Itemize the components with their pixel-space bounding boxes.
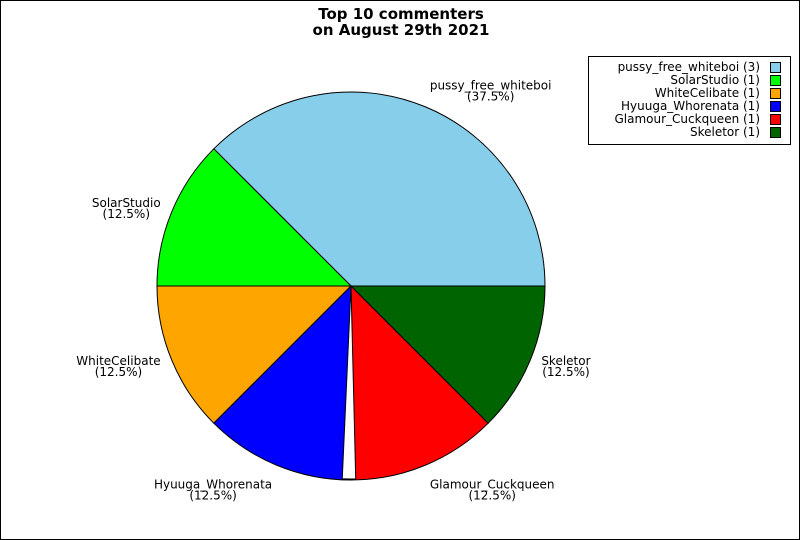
legend-swatch [770,127,781,138]
pie-slice [213,284,352,481]
legend-swatch [770,88,781,99]
chart-title-line-2: on August 29th 2021 [312,21,490,39]
pie-slice [156,285,353,424]
legend-item: Glamour_Cuckqueen (1) [589,113,790,126]
legend-item: WhiteCelibate (1) [589,87,790,100]
legend-label: Glamour_Cuckqueen (1) [614,112,761,126]
slice-label-name: WhiteCelibate [76,354,160,368]
legend-item: pussy_free_whiteboi (3) [589,61,790,74]
legend-label: WhiteCelibate (1) [654,86,760,100]
legend-label: Hyuuga_Whorenata (1) [620,99,760,113]
pie-slice [156,148,353,287]
slice-label-percent: (12.5%) [103,207,150,221]
pie-gap [341,285,357,480]
pie-slice [350,284,489,481]
legend-swatch [770,114,781,125]
slice-label-name: Glamour_Cuckqueen [430,477,555,491]
legend-item: Skeletor (1) [589,126,790,139]
pie-slice [213,91,546,287]
slice-label: pussy_free_whiteboi (37.5%) [430,79,552,104]
legend-item: SolarStudio (1) [589,74,790,87]
slice-label: Hyuuga_Whorenata (12.5%) [154,477,272,502]
legend-swatch [770,62,781,73]
slice-label: WhiteCelibate (12.5%) [76,354,160,379]
slice-label-name: Skeletor [541,354,590,368]
slice-label-name: SolarStudio [92,196,161,210]
slice-label-name: pussy_free_whiteboi [430,79,552,93]
slice-label-name: Hyuuga_Whorenata [154,477,272,491]
slice-label-percent: (12.5%) [542,365,589,379]
slice-label-percent: (12.5%) [95,365,142,379]
pie-slice [349,285,546,424]
slice-label-percent: (12.5%) [468,488,515,502]
legend: pussy_free_whiteboi (3) SolarStudio (1) … [588,56,791,145]
slice-label: Skeletor (12.5%) [541,354,590,379]
slice-label-percent: (37.5%) [467,90,514,104]
legend-label: SolarStudio (1) [670,73,760,87]
slice-label-percent: (12.5%) [189,488,236,502]
legend-label: Skeletor (1) [689,125,760,139]
legend-swatch [770,101,781,112]
slice-label: SolarStudio (12.5%) [92,196,161,221]
chart-title: Top 10 commenters on August 29th 2021 [1,5,799,39]
legend-swatch [770,75,781,86]
slice-label: Glamour_Cuckqueen (12.5%) [430,477,555,502]
chart-title-line-1: Top 10 commenters [318,5,484,23]
legend-item: Hyuuga_Whorenata (1) [589,100,790,113]
legend-label: pussy_free_whiteboi (3) [617,60,760,74]
